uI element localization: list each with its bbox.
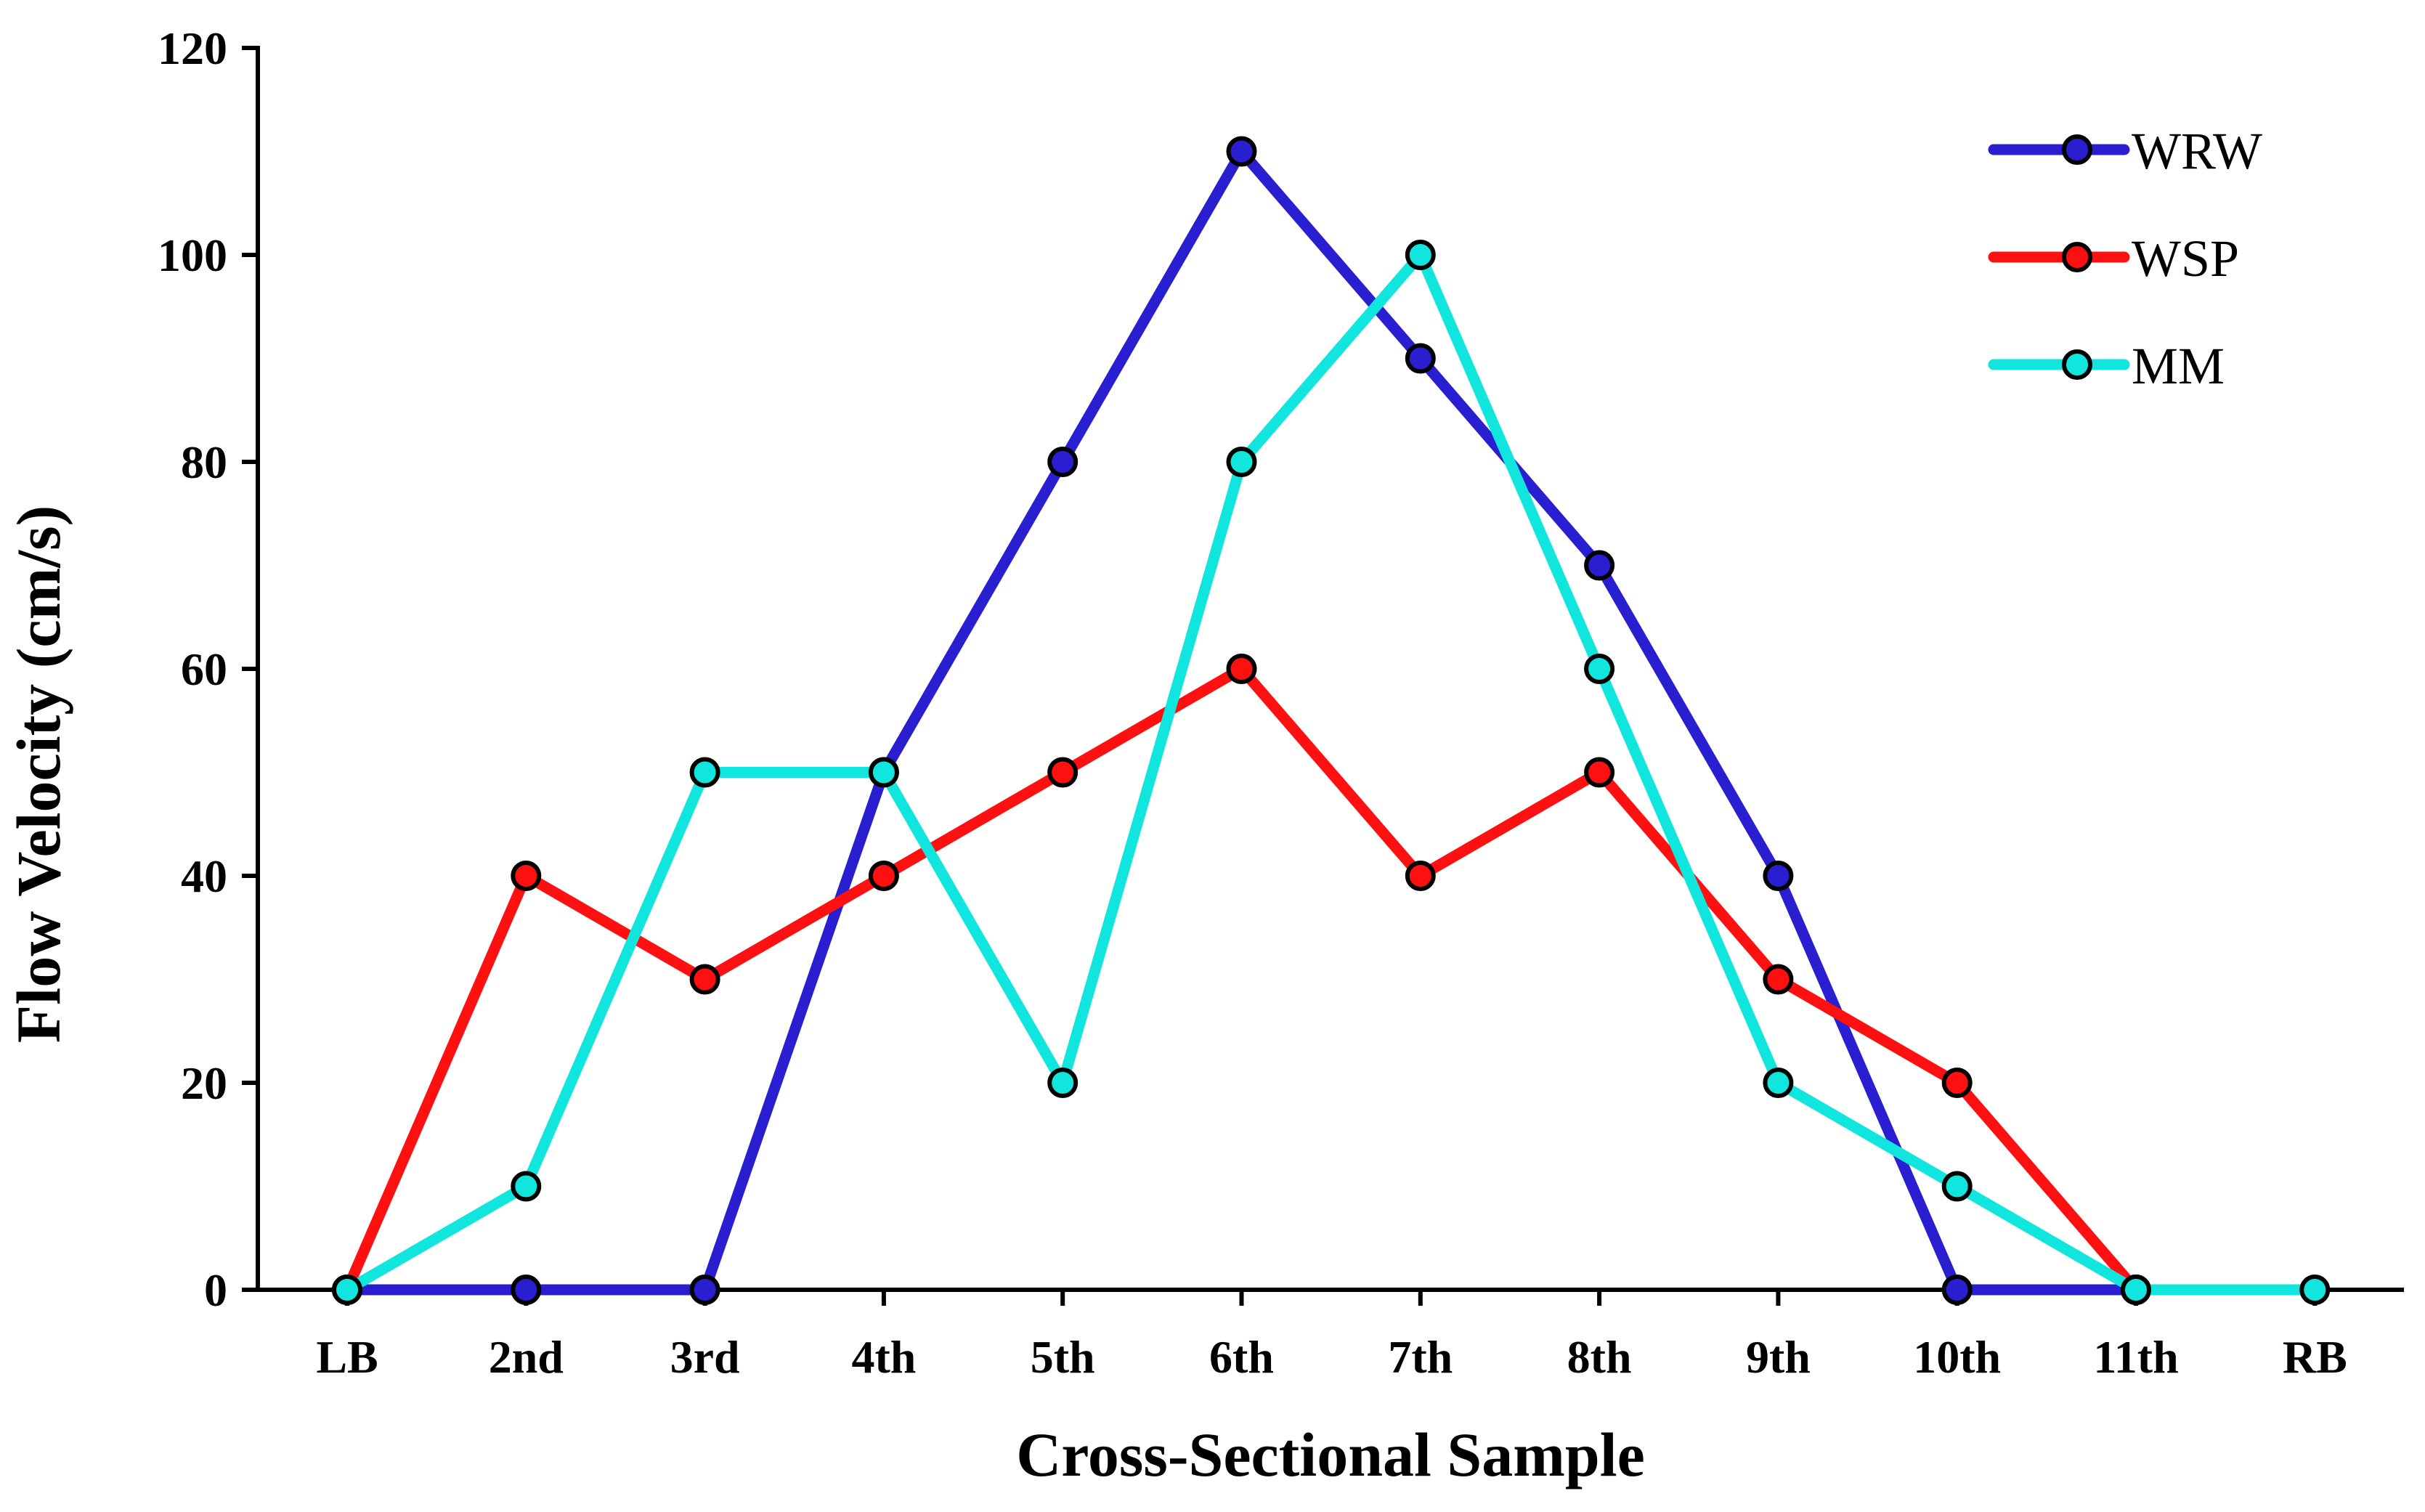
data-point-wrw xyxy=(689,1275,720,1305)
y-tick-label: 120 xyxy=(158,23,227,74)
y-tick-label: 60 xyxy=(181,643,227,695)
data-point-mm xyxy=(689,757,720,788)
data-point-mm xyxy=(1226,447,1257,477)
x-ticks: LB 2nd 3rd 4th 5th 6th 7th 8th 9th 10th 11th RB xyxy=(316,1290,2347,1383)
data-point-mm xyxy=(1405,240,1436,270)
data-point-wsp xyxy=(1941,1068,1973,1098)
data-point-wsp xyxy=(689,964,720,995)
y-tick-label: 100 xyxy=(158,229,227,281)
data-point-mm xyxy=(1047,1068,1079,1098)
data-point-mm xyxy=(1763,1068,1794,1098)
legend-swatch-marker-wsp xyxy=(2062,242,2092,272)
x-tick-label: 8th xyxy=(1567,1331,1632,1383)
legend-label-wsp: WSP xyxy=(2132,229,2239,288)
x-tick-label: 11th xyxy=(2093,1331,2178,1383)
x-tick-label: 5th xyxy=(1031,1331,1095,1383)
y-ticks: 0 20 40 60 80 100 120 xyxy=(158,23,258,1316)
data-point-mm xyxy=(1941,1171,1973,1202)
legend-label-mm: MM xyxy=(2132,337,2225,395)
y-tick-label: 80 xyxy=(181,436,227,488)
data-point-mm xyxy=(332,1275,362,1305)
x-tick-label: 4th xyxy=(851,1331,916,1383)
legend-item-wsp: WSP xyxy=(1988,229,2239,288)
x-axis-title: Cross-Sectional Sample xyxy=(1016,1420,1645,1489)
x-tick-label: 10th xyxy=(1913,1331,2001,1383)
y-axis-title: Flow Velocity (cm/s) xyxy=(4,505,73,1043)
legend-swatch-marker-mm xyxy=(2062,349,2092,380)
series-line-mm xyxy=(341,249,2320,1296)
legend: WRW WSP MM xyxy=(1988,122,2262,395)
data-point-wsp xyxy=(1584,757,1615,788)
data-point-wsp xyxy=(868,861,899,891)
x-tick-label: RB xyxy=(2283,1331,2347,1383)
series-mm xyxy=(332,240,2331,1305)
data-point-wrw xyxy=(1763,861,1794,891)
data-point-wrw xyxy=(1047,447,1079,477)
y-tick-label: 20 xyxy=(181,1057,227,1109)
x-tick-label: 2nd xyxy=(489,1331,564,1383)
data-point-mm xyxy=(2299,1275,2331,1305)
series-layer xyxy=(332,136,2331,1305)
legend-item-wrw: WRW xyxy=(1988,122,2262,180)
legend-label-wrw: WRW xyxy=(2132,122,2262,180)
x-tick-label: LB xyxy=(316,1331,378,1383)
data-point-wrw xyxy=(1584,550,1615,581)
data-point-mm xyxy=(868,757,899,788)
data-point-mm xyxy=(511,1171,542,1202)
data-point-wrw xyxy=(511,1275,542,1305)
data-point-wsp xyxy=(1763,964,1794,995)
data-point-wrw xyxy=(1941,1275,1973,1305)
x-tick-label: 3rd xyxy=(670,1331,740,1383)
data-point-wrw xyxy=(1405,343,1436,374)
y-tick-label: 40 xyxy=(181,850,227,902)
data-point-wsp xyxy=(511,861,542,891)
y-tick-label: 0 xyxy=(204,1264,227,1316)
x-tick-label: 7th xyxy=(1388,1331,1453,1383)
data-point-mm xyxy=(1584,654,1615,684)
x-tick-label: 6th xyxy=(1209,1331,1274,1383)
data-point-wrw xyxy=(1226,136,1257,167)
data-point-wsp xyxy=(1226,654,1257,684)
legend-swatch-marker-wrw xyxy=(2062,134,2092,165)
data-point-mm xyxy=(2121,1275,2151,1305)
data-point-wsp xyxy=(1405,861,1436,891)
legend-item-mm: MM xyxy=(1988,337,2225,395)
x-tick-label: 9th xyxy=(1746,1331,1811,1383)
data-point-wsp xyxy=(1047,757,1079,788)
